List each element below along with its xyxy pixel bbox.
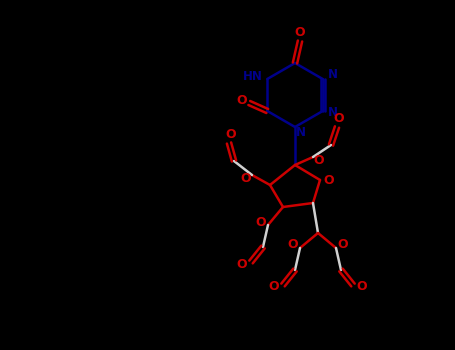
Text: N: N (328, 69, 338, 82)
Text: O: O (288, 238, 298, 252)
Text: O: O (256, 216, 266, 229)
Text: O: O (295, 27, 305, 40)
Text: N: N (328, 106, 338, 119)
Text: O: O (241, 172, 251, 184)
Text: O: O (226, 127, 236, 140)
Text: O: O (313, 154, 324, 167)
Text: O: O (338, 238, 349, 252)
Text: O: O (357, 280, 367, 294)
Text: O: O (334, 112, 344, 125)
Text: N: N (296, 126, 306, 140)
Text: O: O (324, 174, 334, 187)
Text: HN: HN (243, 70, 263, 83)
Text: O: O (236, 94, 247, 107)
Text: O: O (269, 280, 279, 294)
Text: O: O (237, 258, 248, 271)
